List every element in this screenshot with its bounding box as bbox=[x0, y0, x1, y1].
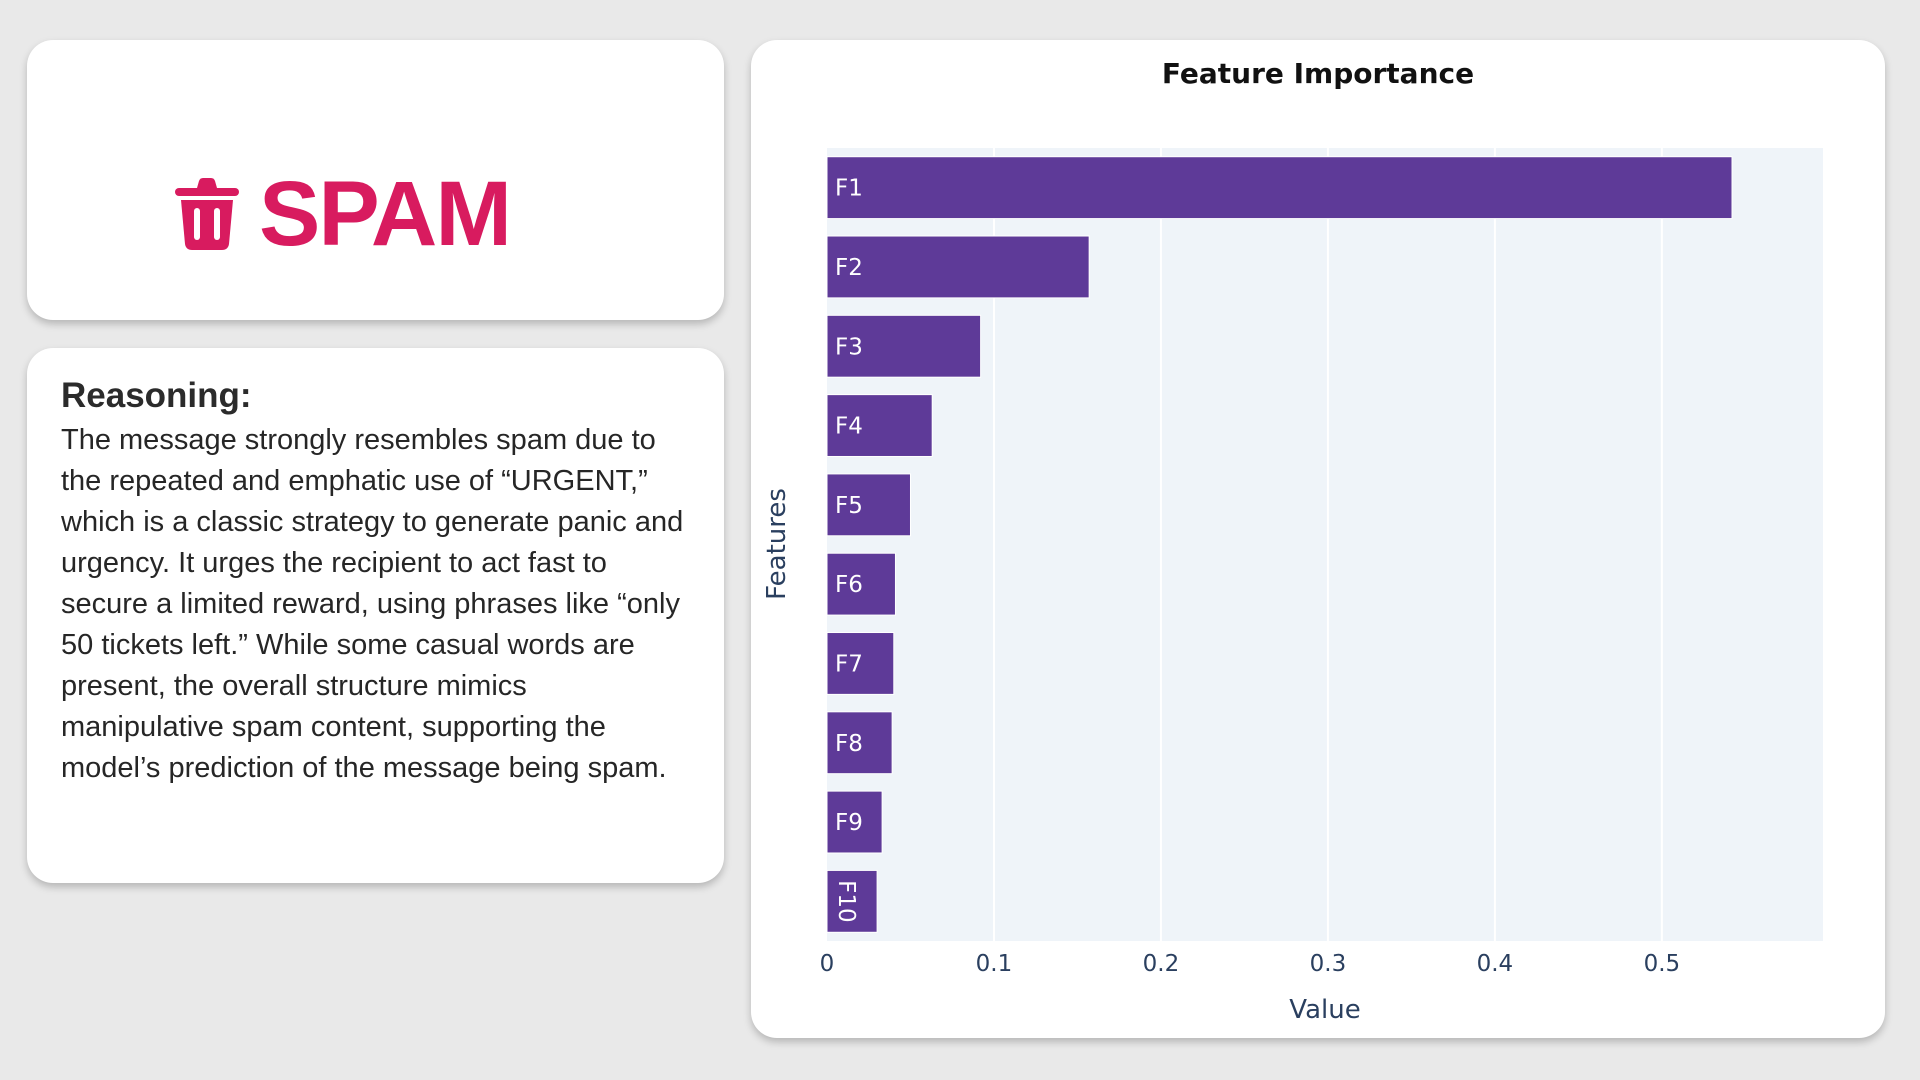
bar-f7[interactable] bbox=[826, 632, 895, 695]
bar-label-f9: F9 bbox=[835, 810, 863, 836]
bar-label-f8: F8 bbox=[835, 731, 863, 757]
bar-f3[interactable] bbox=[826, 314, 982, 378]
verdict-label: SPAM bbox=[259, 163, 512, 265]
bar-label-f1: F1 bbox=[835, 176, 863, 202]
feature-importance-chart: Feature Importance F1 F2 F3 F4 F5 F6 F7 F8 F9 F10… bbox=[762, 57, 1823, 1025]
reasoning-title: Reasoning: bbox=[61, 376, 252, 415]
bar-label-f3: F3 bbox=[835, 334, 863, 360]
reasoning-card: Reasoning: The message strongly resemble… bbox=[27, 348, 724, 883]
prediction-card: SPAM bbox=[27, 40, 724, 320]
reasoning-text: The message strongly resembles spam due … bbox=[61, 424, 684, 784]
bar-f1[interactable] bbox=[826, 156, 1733, 220]
verdict-badge: SPAM bbox=[175, 163, 512, 265]
x-tick-label: 0.3 bbox=[1310, 951, 1347, 977]
bar-f9[interactable] bbox=[826, 790, 883, 854]
bar-f6[interactable] bbox=[826, 552, 896, 616]
x-tick-label: 0.1 bbox=[976, 951, 1013, 977]
bar-f2[interactable] bbox=[826, 235, 1090, 299]
bar-label-f5: F5 bbox=[835, 493, 863, 519]
bar-label-f2: F2 bbox=[835, 255, 863, 281]
y-axis-label: Features bbox=[762, 488, 792, 600]
bar-label-f10: F10 bbox=[833, 880, 859, 923]
x-tick-label: 0.4 bbox=[1477, 951, 1514, 977]
bar-f4[interactable] bbox=[826, 394, 933, 457]
bar-f10[interactable] bbox=[826, 869, 878, 933]
bar-f5[interactable] bbox=[826, 473, 911, 537]
x-tick-label: 0.5 bbox=[1644, 951, 1681, 977]
x-tick-label: 0.2 bbox=[1143, 951, 1180, 977]
x-tick-label: 0 bbox=[820, 951, 835, 977]
bar-label-f4: F4 bbox=[835, 414, 863, 440]
trash-icon bbox=[175, 178, 239, 250]
x-axis-label: Value bbox=[1289, 995, 1360, 1025]
bar-label-f7: F7 bbox=[835, 651, 863, 677]
bar-label-f6: F6 bbox=[835, 572, 863, 598]
bar-f8[interactable] bbox=[826, 711, 893, 775]
chart-title: Feature Importance bbox=[1162, 57, 1474, 90]
feature-importance-chart-card: Feature Importance F1 F2 F3 F4 F5 F6 F7 F8 F9 F10… bbox=[751, 40, 1885, 1038]
